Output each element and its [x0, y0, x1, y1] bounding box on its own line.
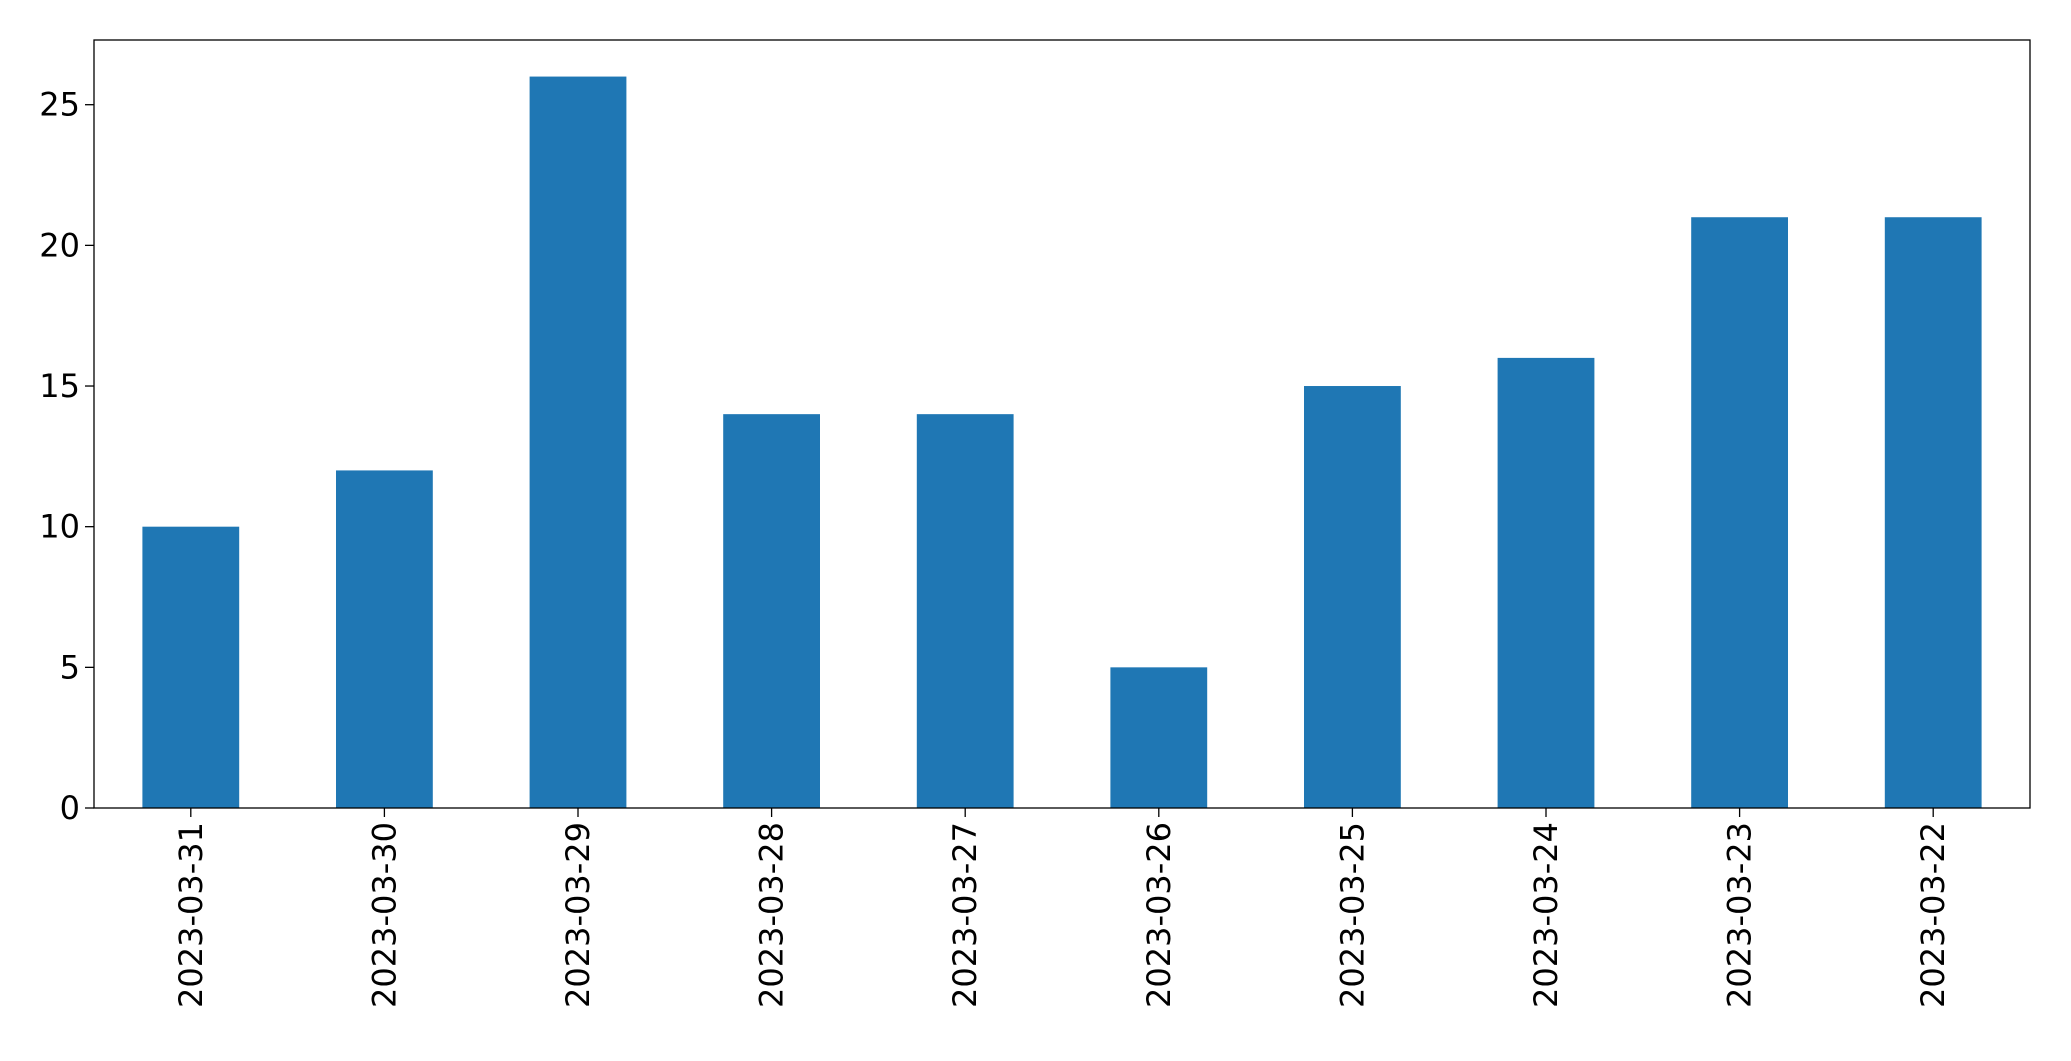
bar	[142, 526, 240, 808]
y-tick-label: 15	[39, 367, 80, 405]
x-tick-label: 2023-03-25	[1333, 822, 1371, 1008]
x-tick-label: 2023-03-30	[365, 822, 403, 1008]
x-tick-label: 2023-03-29	[559, 822, 597, 1008]
bar	[1691, 217, 1788, 808]
bar	[1110, 667, 1208, 808]
x-tick-label: 2023-03-23	[1721, 822, 1759, 1008]
bar	[1304, 386, 1401, 808]
bar	[336, 470, 433, 808]
y-tick-label: 20	[39, 226, 80, 264]
y-tick-label: 25	[39, 86, 80, 124]
bar	[916, 414, 1014, 808]
x-tick-label: 2023-03-26	[1140, 822, 1178, 1008]
bar	[1884, 217, 1982, 808]
y-tick-label: 0	[60, 789, 80, 827]
x-tick-label: 2023-03-24	[1527, 822, 1565, 1008]
y-tick-label: 10	[39, 508, 80, 546]
bar	[723, 414, 820, 808]
bar	[1497, 357, 1595, 808]
x-tick-label: 2023-03-31	[172, 822, 210, 1008]
x-tick-label: 2023-03-28	[753, 822, 791, 1008]
x-tick-label: 2023-03-27	[946, 822, 984, 1008]
bar	[529, 76, 627, 809]
y-tick-label: 5	[60, 648, 80, 686]
x-tick-label: 2023-03-22	[1914, 822, 1952, 1008]
plot-frame	[93, 39, 2031, 809]
